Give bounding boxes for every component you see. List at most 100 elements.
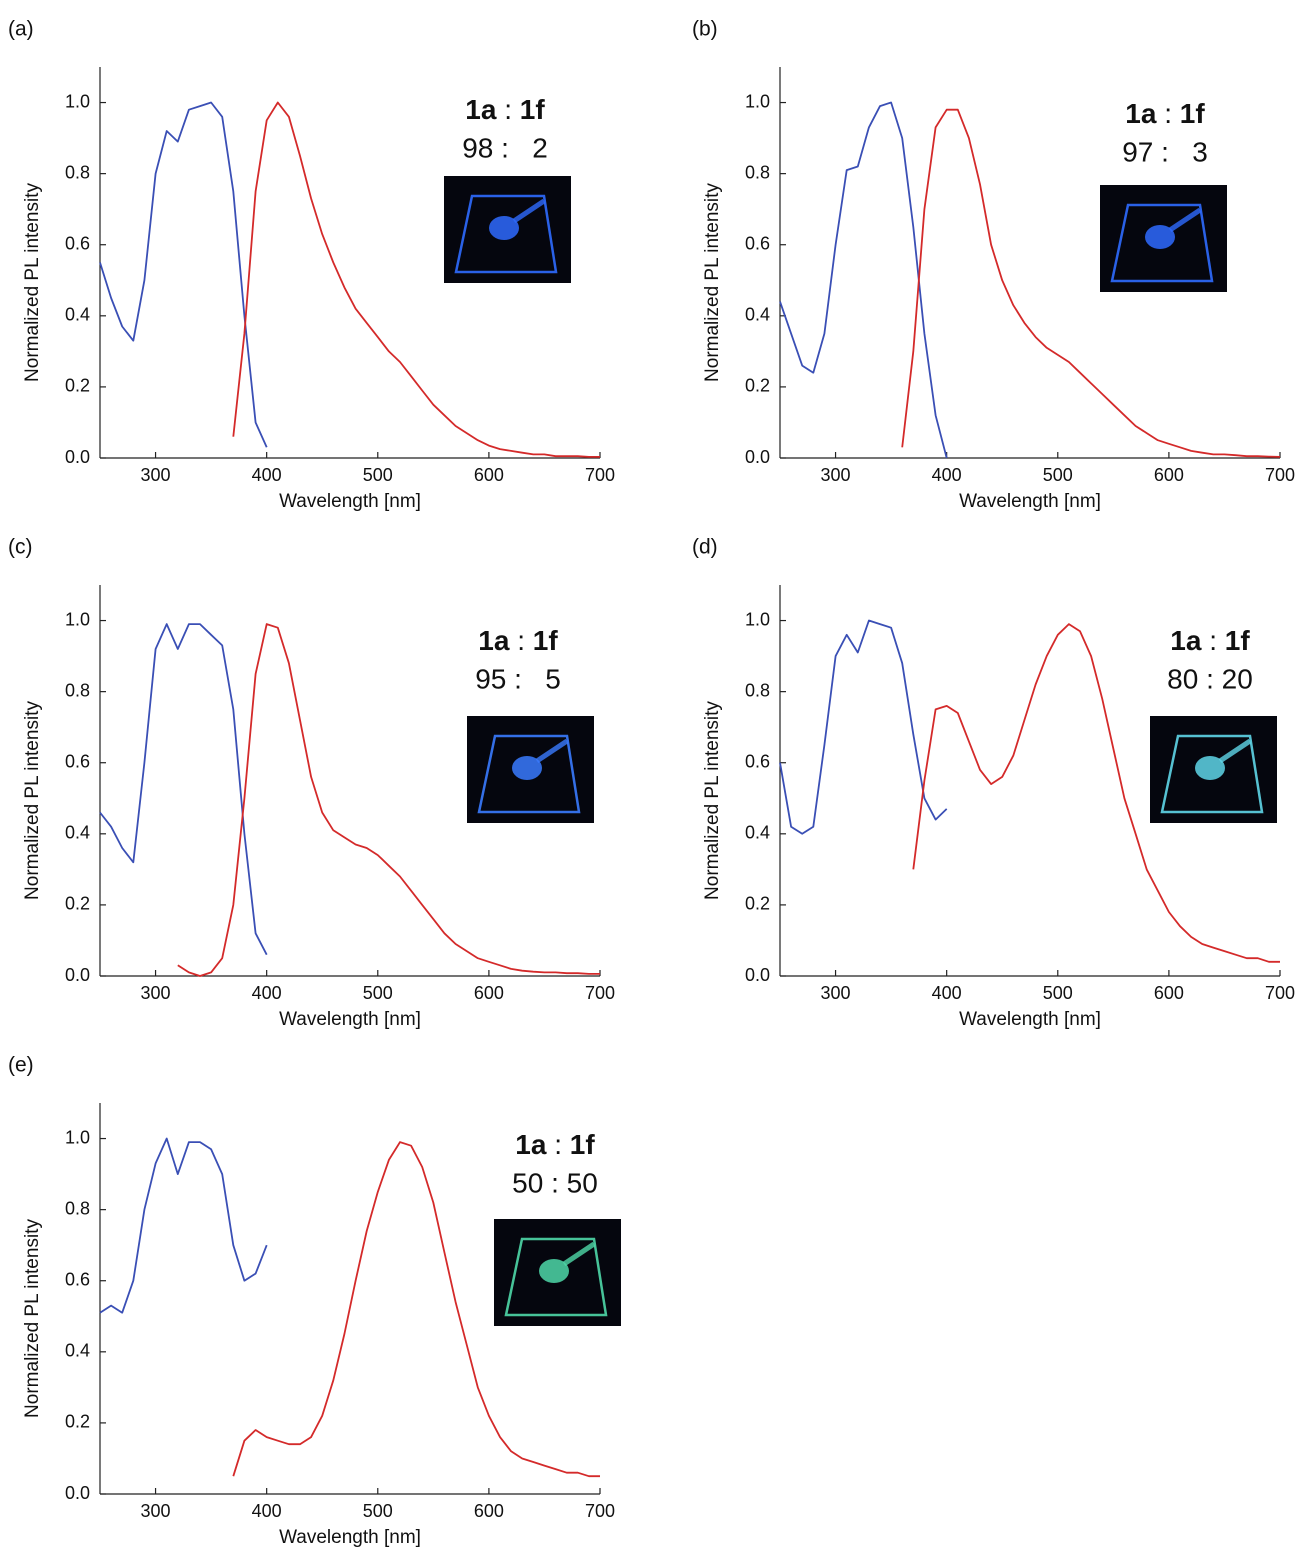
- x-tick-label: 600: [474, 1501, 504, 1521]
- series-line: [99, 623, 268, 956]
- x-tick-label: 500: [1043, 465, 1073, 485]
- annotation-label: 1a : 1f: [515, 1129, 595, 1160]
- x-axis-label: Wavelength [nm]: [959, 491, 1101, 512]
- x-axis-label: Wavelength [nm]: [279, 1527, 421, 1548]
- y-tick-label: 0.6: [745, 233, 770, 253]
- annotation-ratio: 50 : 50: [512, 1167, 598, 1198]
- annotation-ratio: 80 : 20: [1167, 663, 1253, 694]
- sample-photo-trail: [1218, 738, 1252, 764]
- annotation-ratio: 98 : 2: [462, 132, 548, 163]
- x-tick-label: 700: [585, 983, 615, 1003]
- series-line: [232, 101, 600, 458]
- sample-photo-film: [1110, 203, 1214, 283]
- sample-photo-film: [504, 1237, 608, 1317]
- x-tick-label: 500: [363, 983, 393, 1003]
- y-tick-label: 0.6: [745, 751, 770, 771]
- y-tick-label: 0.0: [65, 447, 90, 467]
- annotation-part: :: [554, 1129, 562, 1160]
- annotation-gap: [1156, 98, 1164, 129]
- x-tick-label: 500: [363, 1501, 393, 1521]
- annotation-gap: [1217, 625, 1225, 656]
- sample-photo-trail: [562, 1241, 596, 1267]
- sample-photo-film: [1160, 734, 1264, 814]
- series-line: [99, 1137, 268, 1314]
- annotation-part: :: [1164, 98, 1172, 129]
- series-line: [99, 101, 268, 448]
- y-tick-label: 0.4: [745, 823, 770, 843]
- x-tick-label: 300: [141, 1501, 171, 1521]
- annotation-gap: [546, 1129, 554, 1160]
- x-tick-label: 300: [821, 465, 851, 485]
- y-tick-label: 0.2: [65, 894, 90, 914]
- y-tick-label: 1.0: [65, 1127, 90, 1147]
- annotation-gap: [1201, 625, 1209, 656]
- x-tick-label: 300: [141, 465, 171, 485]
- series-line: [779, 101, 948, 459]
- y-axis-label: Normalized PL intensity: [22, 701, 43, 900]
- y-tick-label: 0.0: [745, 447, 770, 467]
- annotation-gap: [562, 1129, 570, 1160]
- y-tick-label: 0.8: [745, 162, 770, 182]
- annotation-label: 1a : 1f: [1170, 625, 1250, 656]
- annotation-ratio: 95 : 5: [475, 663, 561, 694]
- panel-label: (a): [8, 18, 34, 41]
- annotation-part: 1a: [515, 1129, 547, 1160]
- annotation-label: 1a : 1f: [1125, 98, 1205, 129]
- annotation-part: 1a: [1170, 625, 1202, 656]
- y-tick-label: 0.6: [65, 233, 90, 253]
- y-tick-label: 0.2: [745, 894, 770, 914]
- x-tick-label: 600: [474, 983, 504, 1003]
- x-tick-label: 700: [585, 1501, 615, 1521]
- annotation-part: 1f: [1180, 98, 1206, 129]
- x-tick-label: 500: [1043, 983, 1073, 1003]
- annotation-gap: [525, 625, 533, 656]
- sample-photo-film: [477, 734, 581, 814]
- x-tick-label: 300: [141, 983, 171, 1003]
- annotation-part: 1a: [1125, 98, 1157, 129]
- sample-photo-trail: [1168, 207, 1202, 233]
- series-line: [177, 623, 600, 977]
- y-tick-label: 0.4: [745, 305, 770, 325]
- panel-label: (d): [692, 536, 718, 559]
- annotation-part: 1f: [533, 625, 559, 656]
- annotation-gap: [512, 94, 520, 125]
- y-tick-label: 0.8: [65, 162, 90, 182]
- annotation-gap: [496, 94, 504, 125]
- x-tick-label: 500: [363, 465, 393, 485]
- y-tick-label: 0.4: [65, 1341, 90, 1361]
- annotation-gap: [1172, 98, 1180, 129]
- x-tick-label: 400: [252, 1501, 282, 1521]
- y-tick-label: 0.2: [65, 376, 90, 396]
- y-tick-label: 1.0: [65, 609, 90, 629]
- y-tick-label: 1.0: [745, 91, 770, 111]
- x-tick-label: 400: [932, 983, 962, 1003]
- x-tick-label: 400: [252, 465, 282, 485]
- x-tick-label: 600: [1154, 465, 1184, 485]
- annotation-label: 1a : 1f: [478, 625, 558, 656]
- sample-photo-drop: [539, 1259, 569, 1283]
- y-tick-label: 0.4: [65, 823, 90, 843]
- y-tick-label: 0.6: [65, 751, 90, 771]
- annotation-part: 1f: [520, 94, 546, 125]
- sample-photo-drop: [489, 216, 519, 240]
- y-tick-label: 0.8: [65, 1198, 90, 1218]
- x-tick-label: 700: [585, 465, 615, 485]
- x-axis-label: Wavelength [nm]: [959, 1009, 1101, 1030]
- sample-photo-drop: [512, 756, 542, 780]
- y-tick-label: 0.6: [65, 1269, 90, 1289]
- y-tick-label: 0.0: [745, 965, 770, 985]
- x-tick-label: 700: [1265, 983, 1295, 1003]
- series-line: [779, 619, 948, 835]
- x-tick-label: 400: [252, 983, 282, 1003]
- x-axis-label: Wavelength [nm]: [279, 1009, 421, 1030]
- y-tick-label: 1.0: [745, 609, 770, 629]
- sample-photo-trail: [535, 738, 569, 764]
- annotation-part: 1f: [1225, 625, 1251, 656]
- y-axis-label: Normalized PL intensity: [22, 183, 43, 382]
- y-tick-label: 0.0: [65, 1483, 90, 1503]
- y-tick-label: 1.0: [65, 91, 90, 111]
- x-tick-label: 400: [932, 465, 962, 485]
- annotation-gap: [509, 625, 517, 656]
- y-tick-label: 0.2: [745, 376, 770, 396]
